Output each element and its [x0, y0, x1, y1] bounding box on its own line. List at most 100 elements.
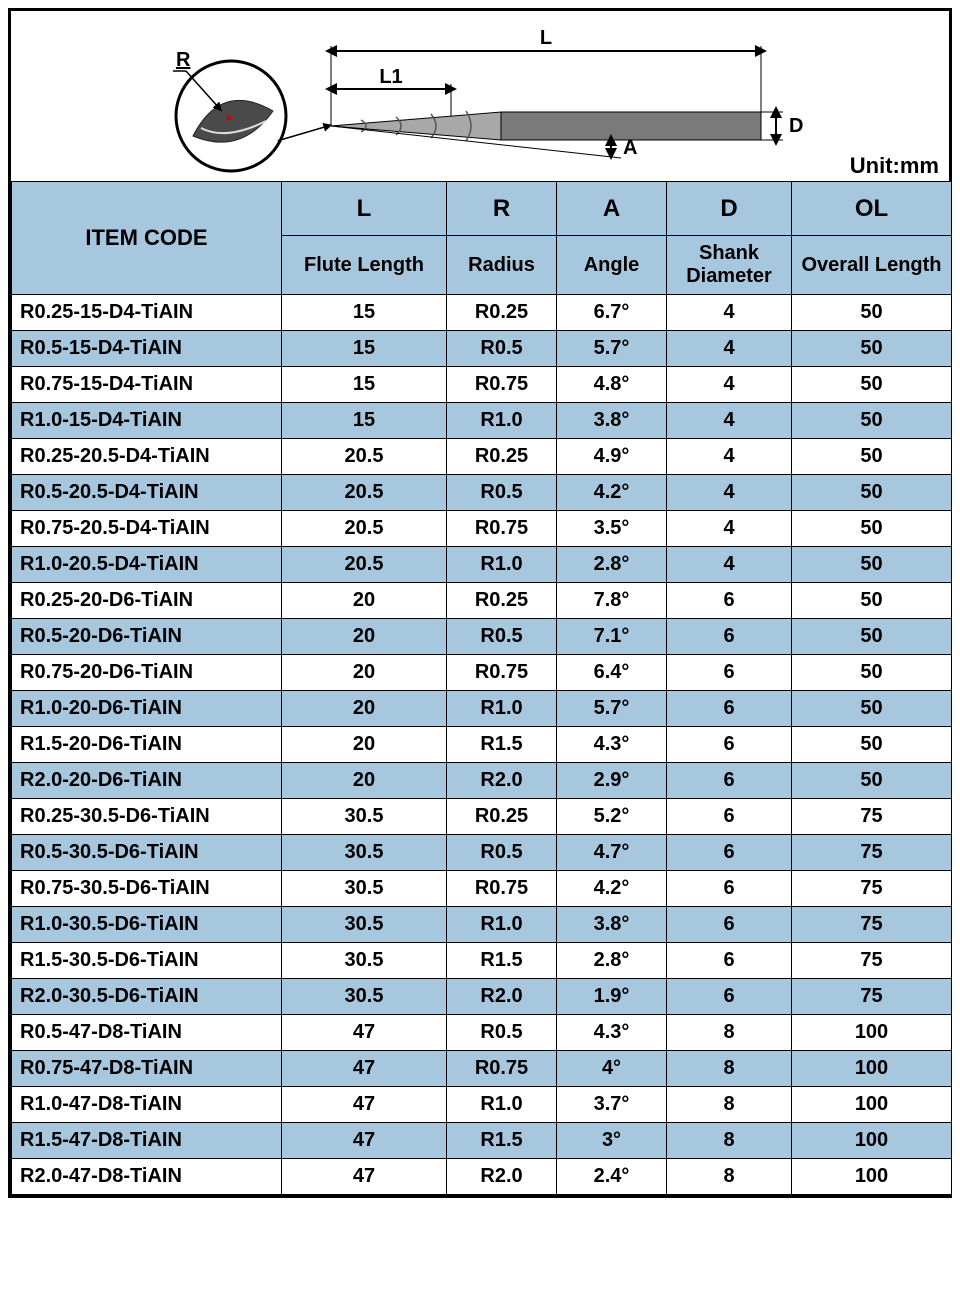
unit-label: Unit:mm [850, 153, 939, 179]
cell-L: 20.5 [282, 547, 447, 583]
cell-OL: 50 [792, 439, 952, 475]
cell-A: 5.2° [557, 799, 667, 835]
cell-L: 20 [282, 691, 447, 727]
cell-R: R1.5 [447, 1123, 557, 1159]
document-frame: LL1DAR Unit:mm ITEM CODELRADOLFlute Leng… [8, 8, 952, 1198]
cell-OL: 75 [792, 871, 952, 907]
table-row: R1.0-15-D4-TiAIN15R1.03.8°450 [12, 403, 952, 439]
table-row: R1.0-47-D8-TiAIN47R1.03.7°8100 [12, 1087, 952, 1123]
cell-OL: 100 [792, 1051, 952, 1087]
cell-item-code: R0.75-20.5-D4-TiAIN [12, 511, 282, 547]
table-row: R1.0-20.5-D4-TiAIN20.5R1.02.8°450 [12, 547, 952, 583]
cell-R: R0.75 [447, 871, 557, 907]
cell-D: 6 [667, 727, 792, 763]
cell-L: 20 [282, 763, 447, 799]
cell-R: R0.75 [447, 511, 557, 547]
cell-L: 30.5 [282, 979, 447, 1015]
cell-D: 8 [667, 1015, 792, 1051]
cell-D: 4 [667, 475, 792, 511]
cell-item-code: R1.0-15-D4-TiAIN [12, 403, 282, 439]
cell-R: R0.25 [447, 799, 557, 835]
cell-item-code: R1.0-30.5-D6-TiAIN [12, 907, 282, 943]
cell-L: 47 [282, 1087, 447, 1123]
cell-L: 47 [282, 1015, 447, 1051]
cell-D: 4 [667, 367, 792, 403]
cell-R: R2.0 [447, 979, 557, 1015]
cell-R: R1.0 [447, 403, 557, 439]
cell-R: R0.5 [447, 475, 557, 511]
cell-D: 6 [667, 835, 792, 871]
cell-A: 4.9° [557, 439, 667, 475]
cell-L: 20.5 [282, 439, 447, 475]
cell-item-code: R0.25-20-D6-TiAIN [12, 583, 282, 619]
cell-L: 30.5 [282, 907, 447, 943]
cell-D: 4 [667, 511, 792, 547]
cell-A: 1.9° [557, 979, 667, 1015]
cell-D: 8 [667, 1087, 792, 1123]
cell-L: 30.5 [282, 835, 447, 871]
cell-A: 2.8° [557, 547, 667, 583]
cell-R: R0.5 [447, 331, 557, 367]
table-row: R0.5-47-D8-TiAIN47R0.54.3°8100 [12, 1015, 952, 1051]
table-row: R2.0-47-D8-TiAIN47R2.02.4°8100 [12, 1159, 952, 1195]
cell-OL: 50 [792, 367, 952, 403]
svg-text:L1: L1 [379, 66, 402, 88]
col-label-A: Angle [557, 236, 667, 295]
cell-OL: 75 [792, 835, 952, 871]
cell-A: 4.7° [557, 835, 667, 871]
cell-L: 30.5 [282, 943, 447, 979]
table-row: R0.25-30.5-D6-TiAIN30.5R0.255.2°675 [12, 799, 952, 835]
cell-L: 47 [282, 1123, 447, 1159]
cell-A: 2.9° [557, 763, 667, 799]
cell-R: R0.25 [447, 583, 557, 619]
table-row: R1.0-20-D6-TiAIN20R1.05.7°650 [12, 691, 952, 727]
cell-L: 20 [282, 727, 447, 763]
table-row: R1.5-47-D8-TiAIN47R1.53°8100 [12, 1123, 952, 1159]
cell-OL: 50 [792, 475, 952, 511]
cell-item-code: R0.5-20.5-D4-TiAIN [12, 475, 282, 511]
cell-A: 3.8° [557, 403, 667, 439]
cell-item-code: R2.0-20-D6-TiAIN [12, 763, 282, 799]
cell-R: R0.5 [447, 835, 557, 871]
table-row: R0.25-20.5-D4-TiAIN20.5R0.254.9°450 [12, 439, 952, 475]
table-row: R0.75-20.5-D4-TiAIN20.5R0.753.5°450 [12, 511, 952, 547]
col-label-D: Shank Diameter [667, 236, 792, 295]
cell-A: 4.3° [557, 727, 667, 763]
cell-item-code: R1.5-20-D6-TiAIN [12, 727, 282, 763]
table-row: R0.25-20-D6-TiAIN20R0.257.8°650 [12, 583, 952, 619]
table-row: R0.5-20-D6-TiAIN20R0.57.1°650 [12, 619, 952, 655]
cell-L: 20.5 [282, 475, 447, 511]
cell-OL: 50 [792, 619, 952, 655]
cell-L: 20 [282, 619, 447, 655]
svg-text:R: R [176, 49, 191, 71]
cell-D: 6 [667, 763, 792, 799]
table-row: R0.75-15-D4-TiAIN15R0.754.8°450 [12, 367, 952, 403]
spec-table: ITEM CODELRADOLFlute LengthRadiusAngleSh… [11, 181, 952, 1195]
cell-OL: 100 [792, 1015, 952, 1051]
cell-OL: 50 [792, 691, 952, 727]
cell-item-code: R2.0-47-D8-TiAIN [12, 1159, 282, 1195]
cell-A: 7.1° [557, 619, 667, 655]
cell-item-code: R0.25-30.5-D6-TiAIN [12, 799, 282, 835]
cell-OL: 50 [792, 295, 952, 331]
cell-item-code: R0.75-15-D4-TiAIN [12, 367, 282, 403]
cell-R: R2.0 [447, 1159, 557, 1195]
col-label-OL: Overall Length [792, 236, 952, 295]
table-header: ITEM CODELRADOLFlute LengthRadiusAngleSh… [12, 182, 952, 295]
table-row: R0.25-15-D4-TiAIN15R0.256.7°450 [12, 295, 952, 331]
cell-D: 8 [667, 1051, 792, 1087]
cell-L: 30.5 [282, 799, 447, 835]
cell-R: R2.0 [447, 763, 557, 799]
table-body: R0.25-15-D4-TiAIN15R0.256.7°450R0.5-15-D… [12, 295, 952, 1195]
cell-OL: 50 [792, 727, 952, 763]
cell-item-code: R0.5-30.5-D6-TiAIN [12, 835, 282, 871]
cell-L: 47 [282, 1051, 447, 1087]
cell-D: 4 [667, 547, 792, 583]
cell-D: 6 [667, 943, 792, 979]
cell-L: 15 [282, 367, 447, 403]
cell-R: R0.25 [447, 295, 557, 331]
svg-text:A: A [623, 137, 637, 159]
cell-A: 6.4° [557, 655, 667, 691]
cell-D: 6 [667, 979, 792, 1015]
cell-A: 3.8° [557, 907, 667, 943]
